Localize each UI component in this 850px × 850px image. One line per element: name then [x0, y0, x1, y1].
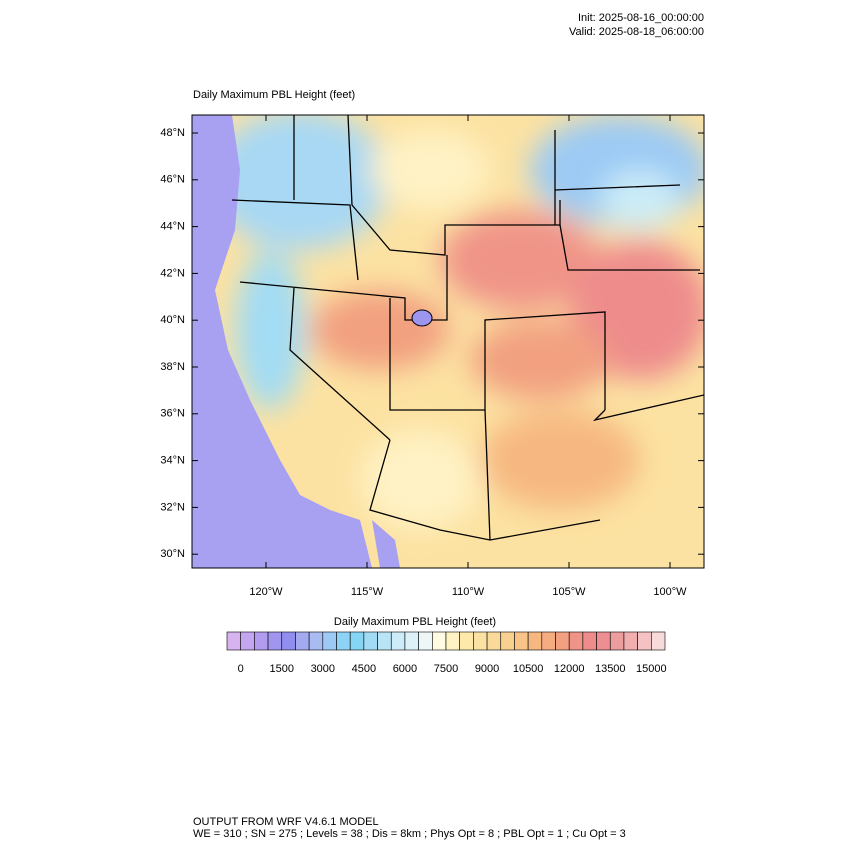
colorbar-box	[363, 631, 378, 651]
lon-label: 115°W	[351, 586, 384, 598]
colorbar-box	[623, 631, 638, 651]
ocean	[192, 115, 372, 568]
lat-label: 40°N	[160, 314, 185, 326]
map-frame	[191, 114, 705, 569]
gulf	[372, 520, 400, 568]
colorbar-box	[322, 631, 337, 651]
colorbar-box	[568, 631, 584, 651]
colorbar-box	[308, 631, 324, 651]
colorbar-tick-label: 3000	[311, 663, 335, 675]
colorbar-box	[596, 631, 611, 651]
colorbar-box	[473, 631, 488, 651]
lat-label: 36°N	[160, 408, 185, 420]
colorbar-box	[390, 631, 406, 651]
colorbar-box	[651, 631, 666, 651]
map-title: Daily Maximum PBL Height (feet)	[193, 89, 355, 101]
lon-label: 105°W	[552, 586, 586, 598]
lon-label: 100°W	[653, 586, 687, 598]
map-field	[192, 115, 704, 568]
colorbar-tick-label: 12000	[554, 663, 585, 675]
colorbar-box	[254, 631, 269, 651]
colorbar-tick-label: 15000	[636, 663, 667, 675]
colorbar-box	[459, 631, 474, 651]
state-borders	[231, 115, 704, 541]
colorbar-box	[377, 631, 392, 651]
colorbar-box	[349, 631, 365, 651]
colorbar-box	[295, 631, 310, 651]
lat-label: 34°N	[160, 455, 185, 467]
colorbar-box	[637, 631, 652, 651]
footer-line: WE = 310 ; SN = 275 ; Levels = 38 ; Dis …	[193, 828, 626, 840]
colorbar-tick-label: 4500	[352, 663, 376, 675]
lon-label: 110°W	[452, 586, 485, 598]
colorbar: 0 1500 3000 4500 6000 7500 9000 10500 12000 13500…	[226, 631, 667, 675]
colorbar-box	[555, 631, 570, 651]
colorbar-box	[281, 631, 296, 651]
colorbar-box	[240, 631, 255, 651]
colorbar-box	[226, 631, 241, 651]
init-time: Init: 2025-08-16_00:00:00	[578, 12, 704, 24]
colorbar-tick-label: 9000	[475, 663, 499, 675]
lat-label: 48°N	[160, 127, 185, 139]
lat-label: 42°N	[160, 267, 185, 279]
colorbar-box	[582, 631, 597, 651]
footer-line: OUTPUT FROM WRF V4.6.1 MODEL	[193, 816, 379, 828]
lat-label: 32°N	[160, 501, 185, 513]
lat-label: 46°N	[160, 174, 185, 186]
colorbar-box	[500, 631, 515, 651]
colorbar-box	[432, 631, 447, 651]
colorbar-tick-label: 10500	[513, 663, 544, 675]
colorbar-box	[267, 631, 283, 651]
colorbar-box	[445, 631, 460, 651]
colorbar-title: Daily Maximum PBL Height (feet)	[334, 616, 496, 628]
colorbar-box	[514, 631, 529, 651]
colorbar-box	[486, 631, 502, 651]
colorbar-box	[609, 631, 625, 651]
lat-label: 30°N	[160, 548, 185, 560]
valid-time: Valid: 2025-08-18_06:00:00	[569, 26, 704, 38]
colorbar-box	[336, 631, 351, 651]
colorbar-tick-label: 13500	[595, 663, 626, 675]
colorbar-box	[404, 631, 419, 651]
colorbar-box	[527, 631, 543, 651]
colorbar-tick-label: 1500	[270, 663, 294, 675]
colorbar-tick-label: 6000	[393, 663, 417, 675]
colorbar-box	[418, 631, 433, 651]
lon-label: 120°W	[249, 586, 283, 598]
lat-label: 38°N	[160, 361, 185, 373]
colorbar-tick-label: 7500	[434, 663, 458, 675]
colorbar-tick-label: 0	[238, 663, 244, 675]
colorbar-box	[541, 631, 556, 651]
lat-label: 44°N	[160, 221, 185, 233]
